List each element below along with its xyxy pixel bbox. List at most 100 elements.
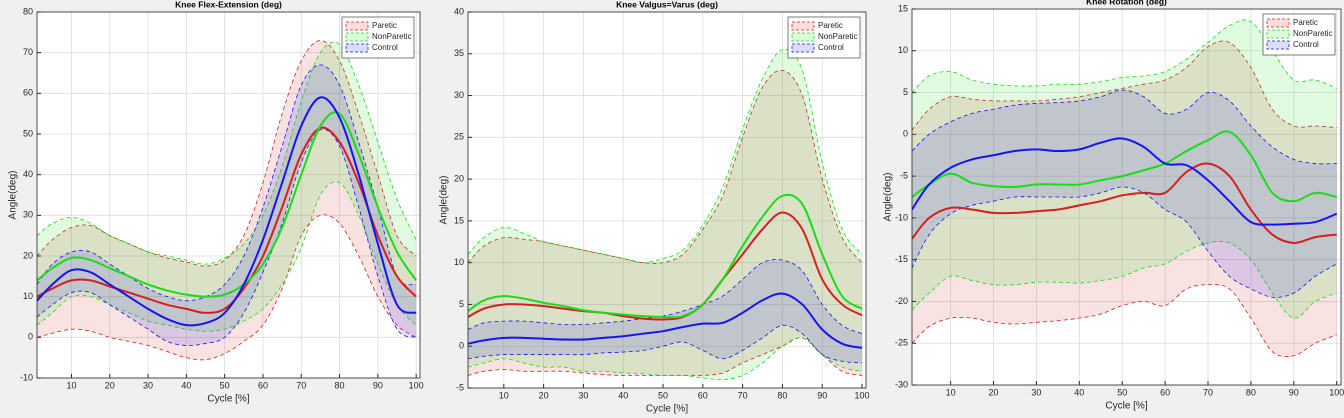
- mean-line: [912, 130, 1337, 203]
- legend-label: Control: [372, 43, 398, 52]
- legend-label: NonParetic: [372, 32, 412, 41]
- y-tick-label: 10: [454, 257, 464, 267]
- x-tick-label: 20: [539, 390, 549, 400]
- x-tick-label: 10: [66, 380, 76, 390]
- upper-bound: [37, 64, 417, 302]
- y-tick-label: 30: [454, 90, 464, 100]
- mean-line: [912, 162, 1337, 244]
- legend-label: Control: [818, 43, 844, 52]
- legend-swatch: [1266, 29, 1290, 39]
- y-tick-label: 80: [23, 6, 33, 16]
- plot-content: [37, 40, 417, 361]
- y-tick-label: 0: [28, 332, 33, 342]
- y-tick-label: -30: [895, 379, 908, 389]
- y-tick-label: 5: [903, 87, 908, 97]
- y-tick-label: 20: [23, 250, 33, 260]
- x-tick-label: 40: [181, 380, 191, 390]
- subplot: 10 20 30 40 50 60 70 80 90 100 -30 -25 -20 -15 -10 -5 0 5…: [883, 0, 1344, 412]
- upper-bound: [912, 19, 1337, 93]
- x-axis-label: Cycle [%]: [646, 404, 688, 415]
- axes-frame: [36, 11, 421, 379]
- plot-content: [468, 48, 863, 381]
- sd-band: [912, 90, 1337, 298]
- chart-title: Knee Valgus=Varus (deg): [616, 0, 718, 9]
- x-tick-label: 100: [409, 380, 424, 390]
- x-tick-label: 50: [1117, 387, 1127, 397]
- y-tick-label: 30: [23, 210, 33, 220]
- x-tick-label: 90: [817, 390, 827, 400]
- y-tick-label: 40: [454, 6, 464, 16]
- y-tick-label: -5: [456, 382, 464, 392]
- x-tick-label: 60: [258, 380, 268, 390]
- legend: Paretic NonParetic Control: [787, 16, 861, 59]
- axes-frame: [467, 11, 867, 389]
- y-tick-label: 10: [898, 45, 908, 55]
- legend-swatch: [345, 32, 369, 42]
- x-axis-label: Cycle [%]: [207, 394, 249, 405]
- y-tick-label: 15: [454, 215, 464, 225]
- x-tick-label: 80: [777, 390, 787, 400]
- legend: Paretic NonParetic Control: [1262, 13, 1336, 56]
- y-tick-label: 60: [23, 88, 33, 98]
- y-tick-label: 15: [898, 3, 908, 13]
- legend-swatch: [1266, 18, 1290, 28]
- sd-band: [912, 19, 1337, 319]
- y-tick-label: -5: [900, 170, 908, 180]
- lower-bound: [912, 240, 1337, 319]
- legend-swatch: [791, 32, 815, 42]
- y-tick-label: 20: [454, 173, 464, 183]
- x-tick-label: 90: [373, 380, 383, 390]
- lower-bound: [37, 128, 417, 346]
- legend-label: Paretic: [372, 21, 397, 30]
- x-tick-label: 90: [1289, 387, 1299, 397]
- x-tick-label: 30: [143, 380, 153, 390]
- x-tick-label: 60: [1160, 387, 1170, 397]
- mean-line: [912, 137, 1338, 226]
- legend-swatch: [791, 21, 815, 31]
- upper-bound: [912, 40, 1337, 131]
- chart-title: Knee Rotation (deg): [1086, 0, 1167, 6]
- lower-bound: [37, 214, 417, 361]
- y-tick-label: -10: [895, 212, 908, 222]
- legend-swatch: [1266, 40, 1290, 50]
- x-tick-label: 60: [698, 390, 708, 400]
- y-tick-label: -10: [20, 372, 33, 382]
- upper-bound: [912, 89, 1337, 165]
- y-tick-label: 10: [23, 291, 33, 301]
- lower-bound: [468, 324, 863, 364]
- x-tick-label: 30: [578, 390, 588, 400]
- y-tick-label: 40: [23, 169, 33, 179]
- legend-label: Control: [1293, 40, 1319, 49]
- legend: Paretic NonParetic Control: [341, 16, 415, 59]
- upper-bound: [468, 48, 863, 264]
- x-tick-label: 50: [658, 390, 668, 400]
- mean-line: [37, 96, 417, 327]
- legend-label: NonParetic: [1293, 29, 1333, 38]
- plot-area: [37, 12, 420, 378]
- lower-bound: [37, 181, 417, 332]
- lower-bound: [468, 337, 863, 381]
- sd-band: [37, 64, 417, 346]
- legend-box: [787, 16, 861, 59]
- y-axis-label: Angle(deg): [883, 173, 894, 222]
- y-tick-label: 25: [454, 132, 464, 142]
- upper-bound: [37, 41, 417, 265]
- y-tick-label: 50: [23, 128, 33, 138]
- x-tick-label: 10: [499, 390, 509, 400]
- y-tick-label: -15: [895, 254, 908, 264]
- y-axis-label: Angle(deg): [8, 171, 19, 220]
- upper-bound: [37, 40, 417, 267]
- x-tick-label: 40: [1074, 387, 1084, 397]
- x-tick-label: 30: [1031, 387, 1041, 397]
- x-tick-label: 100: [855, 390, 870, 400]
- subplot: 10 20 30 40 50 60 70 80 90 100 -10 0 10 20 30 40 50 60 70 8…: [8, 0, 424, 405]
- legend-label: NonParetic: [818, 32, 858, 41]
- x-tick-label: 20: [989, 387, 999, 397]
- legend-box: [341, 16, 415, 59]
- y-tick-label: 0: [459, 341, 464, 351]
- x-axis-label: Cycle [%]: [1105, 401, 1147, 412]
- sd-band: [468, 259, 863, 363]
- plot-area: [912, 9, 1341, 385]
